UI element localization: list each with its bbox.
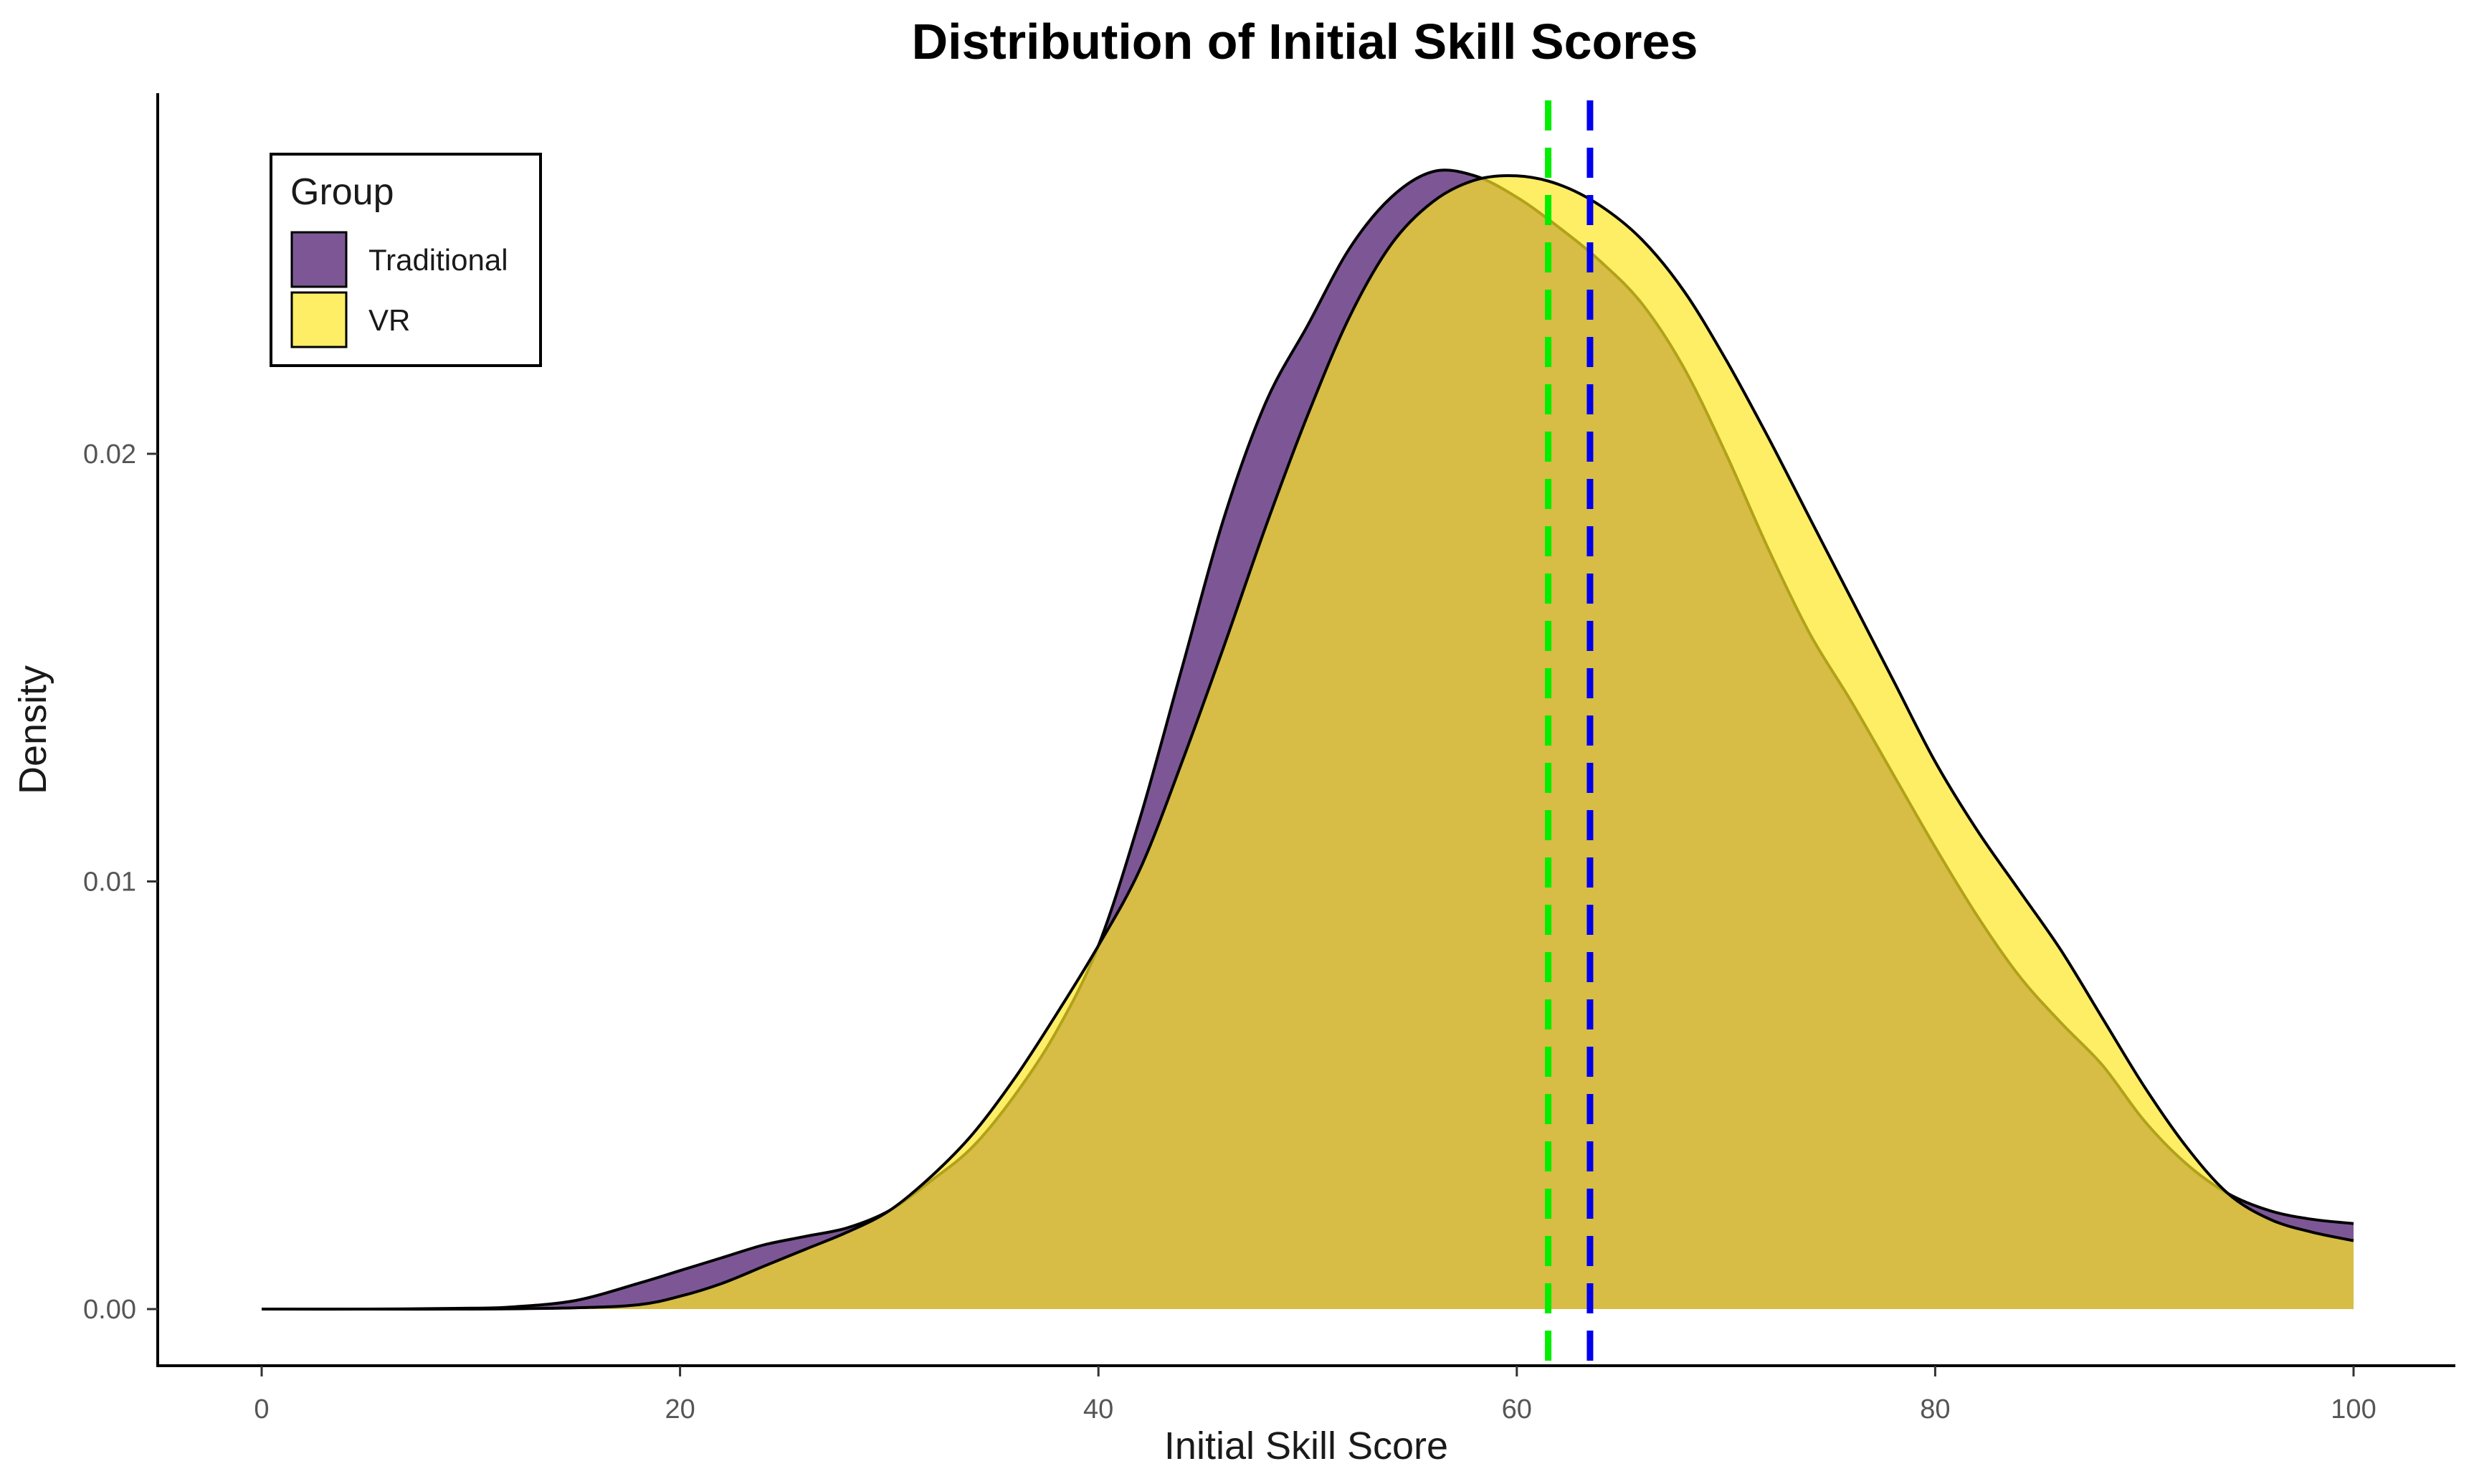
y-tick-label: 0.00	[83, 1295, 136, 1325]
x-tick-label: 0	[254, 1394, 269, 1424]
legend-label-traditional: Traditional	[368, 243, 508, 277]
legend-swatch-traditional	[290, 231, 348, 288]
y-axis-title: Density	[11, 665, 54, 794]
chart-title: Distribution of Initial Skill Scores	[912, 14, 1698, 70]
y-tick-label: 0.02	[83, 439, 136, 470]
x-tick-label: 100	[2331, 1394, 2376, 1424]
legend-swatch-vr	[290, 291, 348, 348]
density-area-vr	[262, 175, 2354, 1310]
density-areas	[261, 168, 2354, 1311]
x-tick-label: 60	[1502, 1394, 1532, 1424]
x-axis-title: Initial Skill Score	[1164, 1424, 1448, 1468]
x-tick-label: 20	[665, 1394, 695, 1424]
legend-label-vr: VR	[368, 303, 410, 337]
x-tick-label: 40	[1083, 1394, 1113, 1424]
x-tick-label: 80	[1920, 1394, 1950, 1424]
x-axis-ticks: 0 20 40 60 80 100	[254, 1366, 2377, 1424]
density-outline-vr	[262, 173, 2354, 1311]
legend-title: Group	[290, 171, 394, 213]
y-axis-ticks: 0.00 0.01 0.02	[83, 439, 158, 1325]
reference-lines	[1545, 100, 1594, 1366]
legend: Group Traditional VR	[270, 153, 542, 367]
y-tick-label: 0.01	[83, 867, 136, 898]
